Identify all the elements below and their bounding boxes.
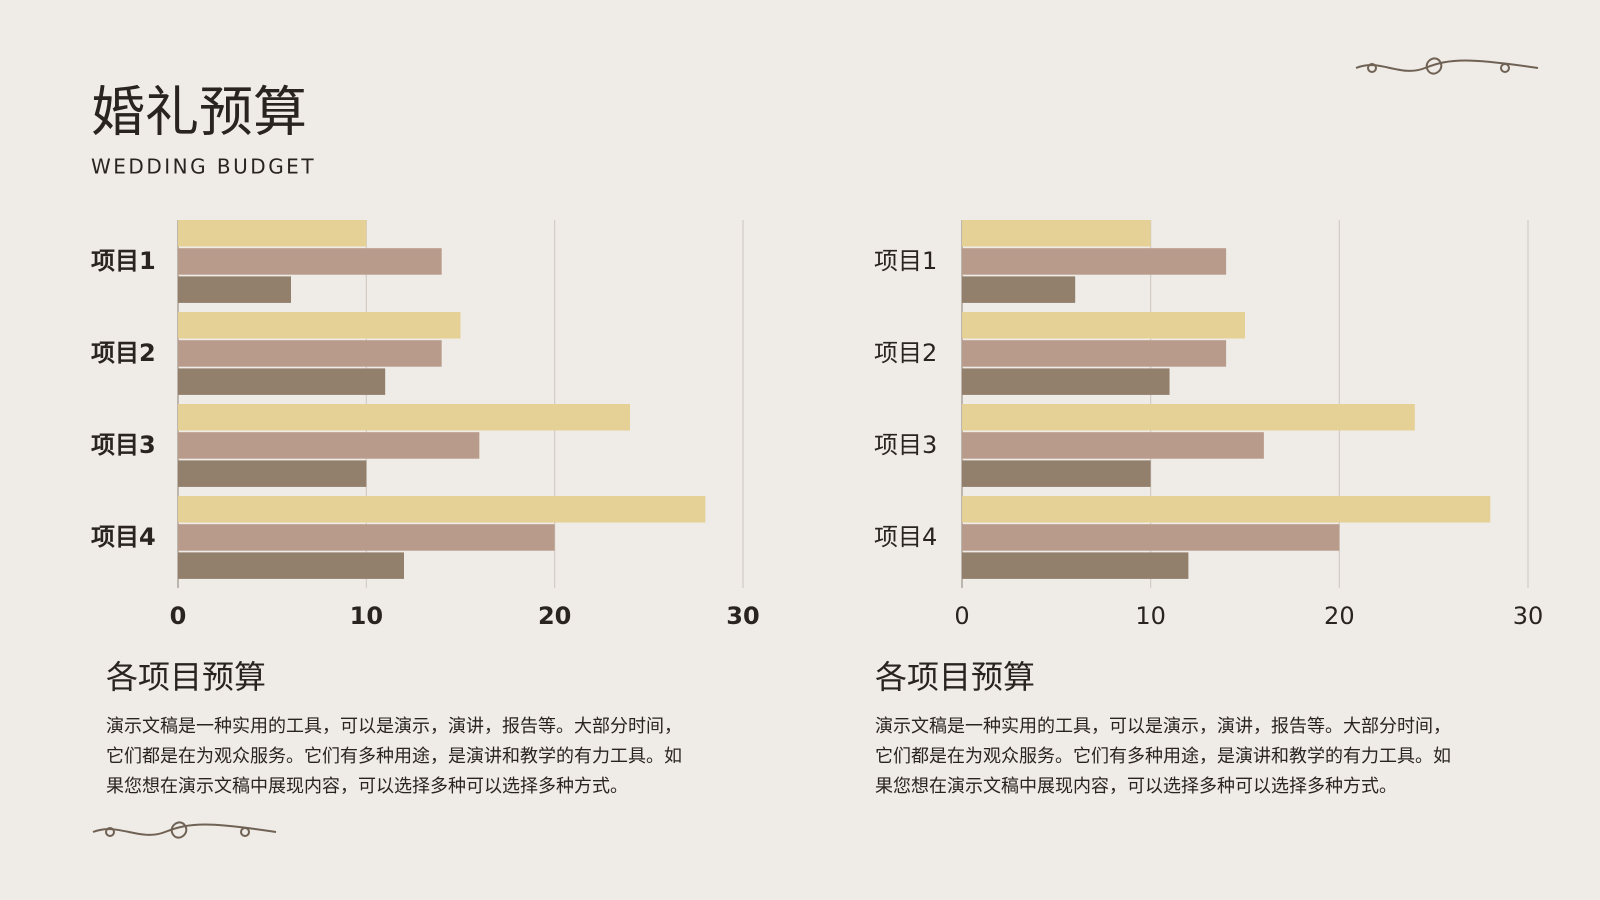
bar	[178, 404, 630, 431]
caption-text: 果您想在演示文稿中展现内容，可以选择多种可以选择多种方式。	[106, 776, 628, 797]
x-tick-label: 0	[954, 602, 969, 630]
caption-text: 演示文稿是一种实用的工具，可以是演示，演讲，报告等。大部分时间，	[106, 716, 682, 737]
caption-text: 演示文稿是一种实用的工具，可以是演示，演讲，报告等。大部分时间，	[875, 716, 1451, 737]
x-tick-label: 30	[726, 602, 759, 630]
y-tick-label: 项目3	[874, 431, 937, 459]
caption-text: 它们都是在为观众服务。它们有多种用途，是演讲和教学的有力工具。如	[875, 746, 1451, 767]
bar	[178, 340, 442, 367]
caption-title: 各项目预算	[875, 658, 1035, 696]
bar	[962, 312, 1245, 339]
bar	[178, 368, 386, 395]
bar	[962, 368, 1170, 395]
bar	[962, 248, 1227, 275]
y-tick-label: 项目2	[91, 339, 156, 367]
caption-title: 各项目预算	[106, 658, 266, 696]
ornament-top	[1355, 57, 1539, 75]
bar	[178, 248, 442, 275]
bar	[178, 460, 367, 487]
y-tick-label: 项目2	[874, 339, 937, 367]
bar	[178, 432, 480, 459]
y-tick-label: 项目4	[91, 523, 156, 551]
x-tick-label: 30	[1513, 602, 1544, 630]
ornament-bottom	[92, 821, 277, 839]
bar	[962, 340, 1227, 367]
bar	[178, 524, 555, 551]
bar	[178, 552, 404, 579]
y-tick-label: 项目1	[91, 247, 156, 275]
y-tick-label: 项目1	[874, 247, 937, 275]
bar	[962, 432, 1264, 459]
y-tick-label: 项目4	[874, 523, 937, 551]
caption-text: 它们都是在为观众服务。它们有多种用途，是演讲和教学的有力工具。如	[106, 746, 682, 767]
bar	[962, 220, 1151, 247]
bar	[962, 276, 1076, 303]
bar	[962, 524, 1340, 551]
slide-subtitle: WEDDING BUDGET	[91, 155, 316, 179]
bar	[962, 496, 1491, 523]
bar	[178, 276, 291, 303]
caption-text: 果您想在演示文稿中展现内容，可以选择多种可以选择多种方式。	[875, 776, 1397, 797]
bar	[178, 312, 461, 339]
bar	[962, 460, 1151, 487]
x-tick-label: 20	[538, 602, 571, 630]
x-tick-label: 20	[1324, 602, 1355, 630]
slide-title: 婚礼预算	[91, 81, 307, 144]
bar	[178, 496, 706, 523]
bar	[962, 552, 1189, 579]
x-tick-label: 0	[170, 602, 187, 630]
x-tick-label: 10	[1135, 602, 1166, 630]
bar	[178, 220, 367, 247]
bar	[962, 404, 1415, 431]
x-tick-label: 10	[350, 602, 383, 630]
y-tick-label: 项目3	[91, 431, 156, 459]
